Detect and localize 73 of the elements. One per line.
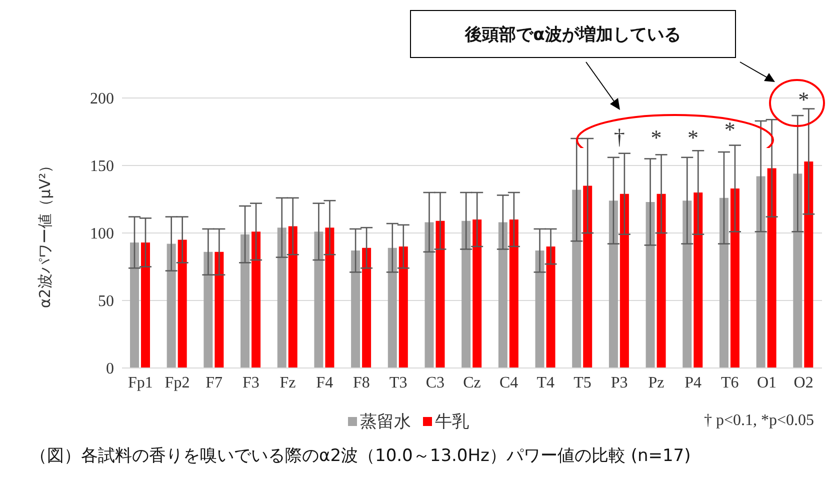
y-tick-label: 150	[90, 158, 114, 176]
x-tick-label: F8	[353, 374, 370, 392]
x-tick-label: Cz	[463, 374, 481, 392]
bar	[252, 232, 261, 368]
bar	[656, 194, 666, 368]
x-tick-label: Fp2	[164, 374, 190, 392]
bar	[620, 194, 629, 368]
bar	[166, 244, 176, 368]
x-tick-label: T4	[536, 374, 555, 392]
bar	[398, 246, 408, 368]
text: 後頭部でα波が増加している	[410, 10, 736, 58]
legend-label: 蒸留水	[359, 411, 411, 433]
annotation: *	[686, 125, 700, 150]
x-tick-label: C4	[500, 374, 518, 392]
x-tick-label: F4	[316, 374, 334, 392]
bar	[462, 220, 471, 368]
bar	[314, 232, 324, 368]
y-tick-label: 50	[98, 293, 114, 310]
text: （図）各試料の香りを嗅いでいる際のα2波（10.0～13.0Hz）パワー値の比較 (n=17)	[30, 445, 691, 467]
y-tick-label: 0	[106, 360, 114, 378]
bar	[583, 186, 592, 368]
annotation: *	[797, 87, 810, 112]
x-tick-label: P4	[684, 374, 702, 392]
x-tick-label: T3	[389, 374, 408, 392]
x-tick-label: O1	[756, 374, 777, 392]
bar	[204, 252, 213, 368]
bar	[694, 192, 703, 368]
bar	[436, 220, 445, 368]
bar	[388, 248, 397, 368]
x-tick-label: F3	[242, 374, 260, 392]
bar	[756, 176, 766, 368]
bar	[572, 190, 582, 368]
y-axis-title: α2波パワー値（μV²）	[36, 158, 54, 308]
bar	[682, 200, 692, 368]
bar	[178, 240, 187, 368]
bar	[646, 202, 655, 368]
bar	[498, 222, 508, 368]
bar	[288, 226, 298, 368]
x-tick-label: C3	[426, 374, 444, 392]
legend-label: 牛乳	[434, 411, 469, 433]
bar	[277, 228, 286, 368]
bar	[362, 248, 372, 368]
x-tick-label: O2	[794, 374, 814, 392]
bar	[535, 250, 544, 368]
bar	[141, 242, 150, 368]
bar	[240, 234, 250, 368]
annotation: †	[612, 124, 626, 149]
x-tick-label: P3	[610, 374, 628, 392]
bar	[767, 168, 776, 368]
bar	[730, 188, 740, 368]
x-tick-label: Fz	[280, 374, 296, 392]
bar	[214, 252, 224, 368]
bar	[793, 174, 802, 368]
bar	[351, 250, 360, 368]
bar	[130, 242, 139, 368]
bar	[546, 246, 556, 368]
x-tick-label: Pz	[648, 374, 664, 392]
bar	[719, 198, 728, 368]
bar	[608, 200, 618, 368]
bar	[509, 220, 518, 368]
bar	[472, 220, 482, 368]
annotation: *	[650, 125, 663, 150]
x-tick-label: T6	[721, 374, 739, 392]
annotation: *	[723, 117, 736, 142]
bar	[424, 222, 434, 368]
y-tick-label: 100	[90, 226, 114, 243]
y-tick-label: 200	[90, 90, 114, 108]
x-tick-label: T5	[574, 374, 592, 392]
text: † p<0.1, *p<0.05	[704, 412, 814, 430]
x-tick-label: F7	[206, 374, 223, 392]
x-tick-label: Fp1	[128, 374, 153, 392]
bar	[804, 161, 814, 368]
bar	[325, 228, 334, 368]
